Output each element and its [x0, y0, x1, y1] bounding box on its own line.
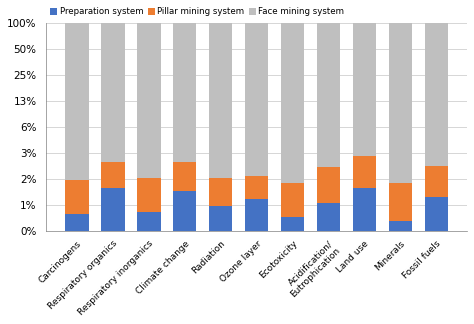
Bar — [281, 217, 304, 231]
Bar — [425, 197, 448, 231]
Bar — [65, 180, 89, 214]
Bar — [173, 23, 196, 162]
Bar — [425, 23, 448, 166]
Bar — [245, 23, 268, 177]
Bar — [101, 162, 125, 188]
Bar — [317, 202, 340, 231]
Bar — [209, 206, 232, 231]
Legend: Preparation system, Pillar mining system, Face mining system: Preparation system, Pillar mining system… — [50, 7, 344, 16]
Bar — [209, 178, 232, 206]
Bar — [425, 166, 448, 197]
Bar — [137, 212, 161, 231]
Bar — [389, 183, 412, 221]
Bar — [317, 168, 340, 202]
Bar — [389, 23, 412, 183]
Bar — [245, 177, 268, 199]
Bar — [101, 188, 125, 231]
Bar — [65, 23, 89, 180]
Bar — [281, 23, 304, 183]
Bar — [173, 191, 196, 231]
Bar — [353, 188, 376, 231]
Bar — [65, 214, 89, 231]
Bar — [317, 23, 340, 168]
Bar — [101, 23, 125, 162]
Bar — [245, 199, 268, 231]
Bar — [137, 178, 161, 212]
Bar — [137, 23, 161, 178]
Bar — [281, 183, 304, 217]
Bar — [389, 221, 412, 231]
Bar — [173, 162, 196, 191]
Bar — [353, 156, 376, 188]
Bar — [209, 23, 232, 178]
Bar — [353, 23, 376, 156]
